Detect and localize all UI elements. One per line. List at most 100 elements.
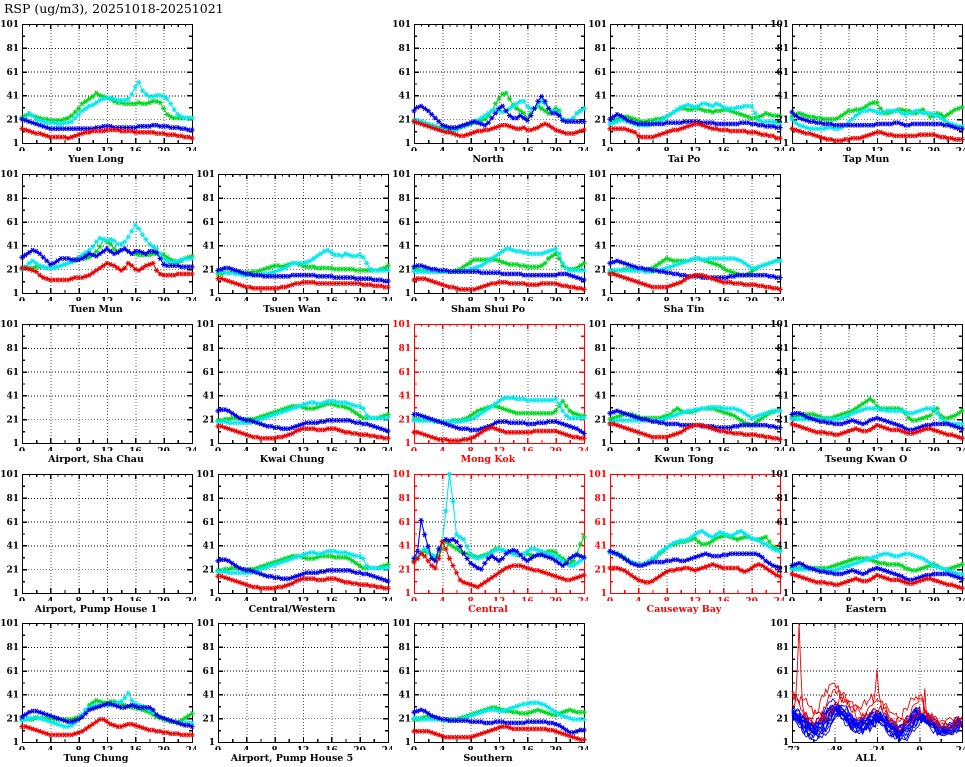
svg-text:81: 81: [202, 194, 215, 204]
svg-text:101: 101: [392, 20, 411, 30]
svg-text:0: 0: [411, 746, 417, 750]
svg-text:21: 21: [6, 714, 19, 724]
svg-text:1: 1: [13, 289, 19, 299]
svg-text:0: 0: [411, 447, 417, 451]
svg-text:0: 0: [607, 297, 613, 301]
svg-text:41: 41: [202, 242, 215, 252]
svg-text:-72: -72: [784, 746, 800, 750]
svg-text:81: 81: [398, 44, 411, 54]
svg-text:4: 4: [635, 297, 641, 301]
svg-text:4: 4: [635, 147, 641, 151]
svg-text:81: 81: [776, 44, 789, 54]
svg-text:1: 1: [601, 139, 607, 149]
svg-text:16: 16: [325, 447, 338, 451]
svg-text:24: 24: [382, 447, 392, 451]
svg-text:12: 12: [297, 297, 310, 301]
svg-text:24: 24: [186, 297, 196, 301]
svg-text:16: 16: [129, 597, 142, 601]
svg-text:61: 61: [6, 667, 19, 677]
svg-text:20: 20: [157, 447, 170, 451]
svg-text:81: 81: [398, 194, 411, 204]
svg-text:41: 41: [398, 542, 411, 552]
svg-text:24: 24: [956, 746, 965, 750]
svg-text:8: 8: [76, 297, 82, 301]
svg-text:21: 21: [398, 265, 411, 275]
svg-text:8: 8: [846, 597, 852, 601]
svg-text:-24: -24: [869, 746, 885, 750]
svg-text:0: 0: [215, 447, 221, 451]
svg-text:12: 12: [101, 147, 114, 151]
svg-text:101: 101: [392, 470, 411, 480]
svg-text:21: 21: [776, 565, 789, 575]
svg-text:12: 12: [493, 597, 506, 601]
svg-text:16: 16: [521, 746, 534, 750]
svg-text:21: 21: [398, 115, 411, 125]
svg-text:24: 24: [578, 746, 588, 750]
svg-text:4: 4: [47, 147, 53, 151]
svg-text:12: 12: [689, 597, 702, 601]
svg-text:20: 20: [927, 597, 940, 601]
svg-text:1: 1: [209, 289, 215, 299]
svg-text:20: 20: [745, 597, 758, 601]
svg-text:12: 12: [493, 297, 506, 301]
svg-text:20: 20: [549, 597, 562, 601]
panel-label: Causeway Bay: [646, 604, 722, 615]
svg-text:20: 20: [353, 447, 366, 451]
svg-text:61: 61: [776, 667, 789, 677]
svg-text:61: 61: [398, 368, 411, 378]
svg-text:8: 8: [468, 447, 474, 451]
svg-text:101: 101: [0, 470, 19, 480]
svg-text:20: 20: [157, 147, 170, 151]
svg-text:41: 41: [776, 392, 789, 402]
svg-text:12: 12: [493, 447, 506, 451]
svg-text:21: 21: [202, 714, 215, 724]
svg-text:12: 12: [297, 597, 310, 601]
svg-text:24: 24: [382, 597, 392, 601]
svg-text:4: 4: [243, 297, 249, 301]
svg-text:24: 24: [382, 746, 392, 750]
svg-text:0: 0: [789, 447, 795, 451]
svg-text:12: 12: [871, 597, 884, 601]
svg-text:12: 12: [871, 447, 884, 451]
svg-text:61: 61: [6, 218, 19, 228]
panel-label: Eastern: [845, 604, 887, 615]
panel-label: Airport, Sha Chau: [48, 454, 144, 465]
svg-text:21: 21: [594, 265, 607, 275]
svg-text:81: 81: [6, 44, 19, 54]
svg-text:81: 81: [594, 44, 607, 54]
panel-central: 1 21 41 61 81 101 0 4 8 12 16 20 24 Central: [392, 468, 588, 618]
svg-text:12: 12: [101, 447, 114, 451]
panel-label: Mong Kok: [460, 454, 516, 465]
svg-text:16: 16: [521, 447, 534, 451]
svg-text:21: 21: [202, 415, 215, 425]
svg-text:8: 8: [76, 447, 82, 451]
panel-label: Yuen Long: [68, 154, 124, 165]
svg-text:4: 4: [635, 597, 641, 601]
svg-text:0: 0: [19, 746, 25, 750]
svg-text:1: 1: [13, 139, 19, 149]
svg-text:16: 16: [129, 147, 142, 151]
svg-text:81: 81: [594, 344, 607, 354]
svg-text:4: 4: [243, 597, 249, 601]
panel-airport-pump-house-1: 1 21 41 61 81 101 0 4 8 12 16 20 24 Airport, Pump Hou…: [0, 468, 196, 618]
svg-text:20: 20: [927, 447, 940, 451]
svg-text:0: 0: [916, 746, 922, 750]
svg-text:8: 8: [846, 447, 852, 451]
svg-text:41: 41: [398, 392, 411, 402]
panel-sha-tin: 1 21 41 61 81 101 0 4 8 12 16 20 24 Sha Tin: [588, 168, 784, 318]
svg-text:16: 16: [717, 597, 730, 601]
svg-text:21: 21: [6, 415, 19, 425]
svg-text:12: 12: [493, 147, 506, 151]
svg-text:16: 16: [521, 147, 534, 151]
svg-text:1: 1: [405, 139, 411, 149]
svg-text:61: 61: [776, 368, 789, 378]
svg-text:81: 81: [6, 643, 19, 653]
panel-label: Central/Western: [248, 604, 336, 615]
svg-text:20: 20: [745, 147, 758, 151]
svg-text:20: 20: [745, 447, 758, 451]
svg-text:61: 61: [398, 68, 411, 78]
svg-text:16: 16: [899, 447, 912, 451]
svg-text:81: 81: [398, 643, 411, 653]
svg-text:4: 4: [47, 297, 53, 301]
